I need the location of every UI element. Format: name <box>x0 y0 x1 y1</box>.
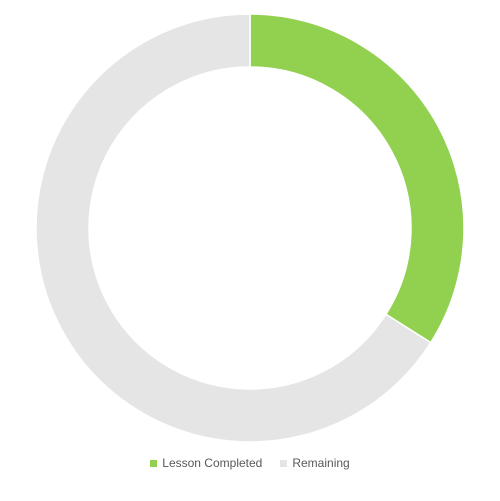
legend-swatch-remaining <box>280 459 288 467</box>
legend-item-remaining: Remaining <box>280 456 350 470</box>
legend-swatch-lesson-completed <box>150 459 158 467</box>
chart-legend: Lesson Completed Remaining <box>0 456 500 470</box>
donut-slice-remaining <box>35 13 432 443</box>
donut-slice-lesson-completed <box>249 13 465 344</box>
legend-item-lesson-completed: Lesson Completed <box>150 456 262 470</box>
legend-label-remaining: Remaining <box>292 456 350 470</box>
legend-label-lesson-completed: Lesson Completed <box>162 456 263 470</box>
